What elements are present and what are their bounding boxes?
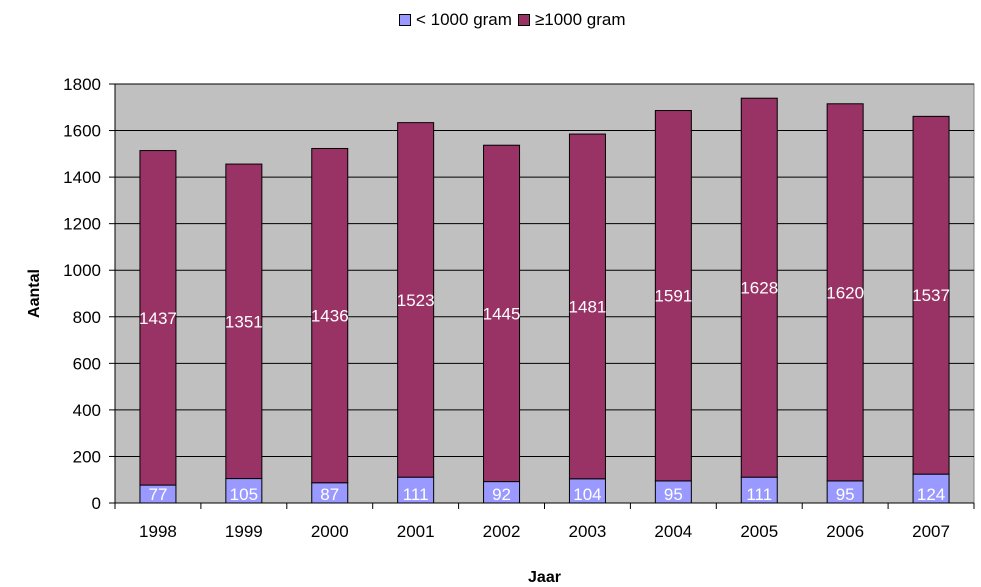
y-tick-label: 200 xyxy=(73,447,101,466)
bar-1000-plus xyxy=(826,103,864,482)
bar-1000-plus xyxy=(654,110,692,482)
data-label-1000-plus: 1351 xyxy=(225,312,263,331)
y-tick-label: 1200 xyxy=(63,215,101,234)
data-label-1000-plus: 1523 xyxy=(397,291,435,310)
y-tick-label: 1400 xyxy=(63,168,101,187)
x-tick-label: 2001 xyxy=(397,522,435,541)
legend-swatch-under-1000 xyxy=(399,14,411,26)
legend-item-1000-plus: ≥1000 gram xyxy=(517,10,626,30)
data-label-1000-plus: 1445 xyxy=(483,304,521,323)
x-tick-label: 2002 xyxy=(483,522,521,541)
bar-1000-plus xyxy=(483,144,521,483)
x-tick-label: 2006 xyxy=(826,522,864,541)
bar-1000-plus xyxy=(912,115,950,475)
y-tick-label: 800 xyxy=(73,308,101,327)
y-tick-label: 1000 xyxy=(63,261,101,280)
x-tick-label: 2007 xyxy=(912,522,950,541)
data-label-under-1000: 87 xyxy=(320,485,339,504)
chart-legend: < 1000 gram ≥1000 gram xyxy=(399,8,632,32)
legend-label-1000-plus: ≥1000 gram xyxy=(534,10,626,29)
x-tick-label: 1998 xyxy=(139,522,177,541)
data-label-under-1000: 111 xyxy=(403,485,429,504)
bar-1000-plus xyxy=(397,122,435,478)
legend-label-under-1000: < 1000 gram xyxy=(416,10,512,29)
x-axis-title: Jaar xyxy=(528,569,561,586)
x-tick-label: 2004 xyxy=(654,522,692,541)
x-tick-label: 2000 xyxy=(311,522,349,541)
data-label-under-1000: 77 xyxy=(148,485,167,504)
y-tick-label: 400 xyxy=(73,401,101,420)
bar-under-1000 xyxy=(568,478,606,504)
data-label-under-1000: 104 xyxy=(573,485,601,504)
data-label-1000-plus: 1437 xyxy=(139,309,177,328)
data-label-under-1000: 95 xyxy=(836,485,855,504)
legend-item-under-1000: < 1000 gram xyxy=(399,10,512,30)
data-label-1000-plus: 1481 xyxy=(569,297,607,316)
bar-1000-plus xyxy=(568,133,606,480)
x-tick-label: 2003 xyxy=(569,522,607,541)
x-tick-label: 2005 xyxy=(740,522,778,541)
bar-1000-plus xyxy=(311,147,349,484)
data-label-under-1000: 124 xyxy=(917,485,945,504)
bar-under-1000 xyxy=(912,473,950,504)
bar-1000-plus xyxy=(740,97,778,478)
y-tick-label: 1800 xyxy=(63,75,101,94)
y-tick-label: 600 xyxy=(73,354,101,373)
data-label-1000-plus: 1436 xyxy=(311,307,349,326)
legend-swatch-1000-plus xyxy=(517,14,530,26)
x-tick-label: 1999 xyxy=(225,522,263,541)
data-label-under-1000: 105 xyxy=(230,485,258,504)
y-tick-label: 1600 xyxy=(63,122,101,141)
bar-1000-plus xyxy=(225,163,263,480)
bar-1000-plus xyxy=(139,150,177,486)
data-label-under-1000: 95 xyxy=(664,485,683,504)
data-label-under-1000: 111 xyxy=(746,485,772,504)
data-label-1000-plus: 1591 xyxy=(654,287,692,306)
data-label-1000-plus: 1537 xyxy=(912,286,950,305)
y-axis-title: Aantal xyxy=(26,269,43,318)
data-label-1000-plus: 1620 xyxy=(826,283,864,302)
data-label-1000-plus: 1628 xyxy=(740,279,778,298)
bar-under-1000 xyxy=(740,476,778,504)
y-tick-label: 0 xyxy=(92,494,101,513)
data-label-under-1000: 92 xyxy=(492,485,511,504)
